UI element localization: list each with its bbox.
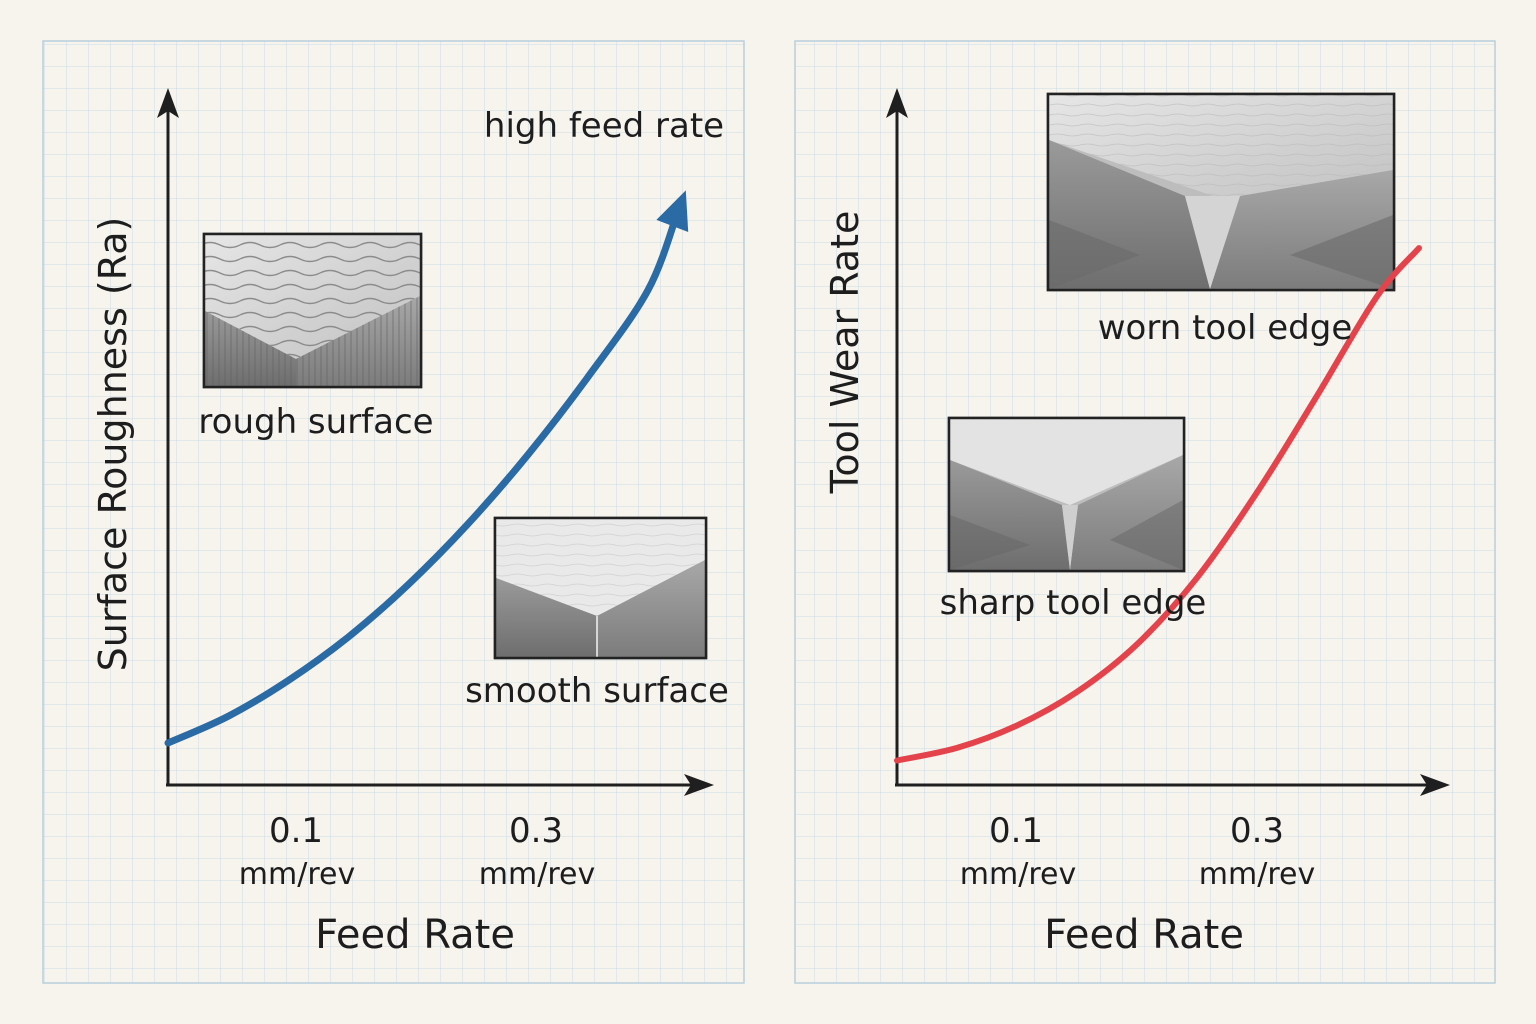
chart-panel-roughness: high feed rate rough surface smooth surf… (42, 40, 745, 984)
x-tick-unit-0.3: mm/rev (479, 857, 595, 892)
x-tick-unit-0.1: mm/rev (239, 857, 355, 892)
annotation-high-feed-rate: high feed rate (484, 106, 724, 146)
annotation-rough-surface: rough surface (198, 402, 433, 442)
x-axis-arrow-icon (684, 774, 714, 796)
annotation-sharp-tool-edge: sharp tool edge (940, 583, 1207, 623)
y-axis-arrow-icon (157, 88, 179, 118)
x-axis-label: Feed Rate (315, 912, 515, 958)
annotation-smooth-surface: smooth surface (465, 671, 729, 711)
series-line-tool-wear-rate (894, 245, 1422, 764)
x-tick-label-0.3: 0.3 (1230, 811, 1284, 851)
x-tick-label-0.1: 0.1 (989, 811, 1043, 851)
annotation-worn-tool-edge: worn tool edge (1098, 308, 1353, 348)
y-axis-label: Surface Roughness (Ra) (91, 217, 135, 672)
sharp-tool-edge-image (947, 416, 1186, 573)
x-tick-unit-0.1: mm/rev (960, 857, 1076, 892)
series-line-surface-roughness (164, 207, 682, 747)
x-axis-arrow-icon (1420, 774, 1450, 796)
chart-panel-tool-wear: worn tool edge sharp tool edge Tool Wear… (794, 40, 1496, 984)
rough-surface-image (202, 232, 423, 389)
y-axis-label: Tool Wear Rate (823, 211, 867, 495)
x-tick-label-0.3: 0.3 (509, 811, 563, 851)
panel-grid-background (42, 40, 745, 984)
series-arrowhead-icon (656, 190, 689, 232)
x-axis-label: Feed Rate (1044, 912, 1244, 958)
x-tick-unit-0.3: mm/rev (1199, 857, 1315, 892)
y-axis-arrow-icon (886, 88, 908, 118)
x-tick-label-0.1: 0.1 (269, 811, 323, 851)
worn-tool-edge-image (1046, 92, 1396, 292)
smooth-surface-image (493, 516, 708, 660)
